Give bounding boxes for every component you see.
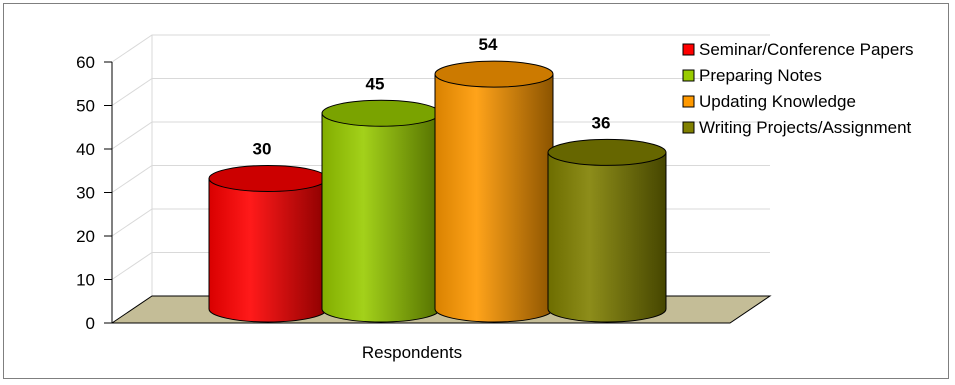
y-tick-label: 60 [76, 53, 95, 72]
bar-body [321, 112, 441, 323]
legend-swatch [682, 43, 695, 56]
y-tick-label: 10 [76, 271, 95, 290]
legend-label: Writing Projects/Assignment [699, 118, 912, 137]
legend: Seminar/Conference Papers Preparing Notes… [682, 40, 914, 137]
data-label: 54 [479, 35, 498, 54]
gridline [111, 34, 770, 63]
legend-item: Preparing Notes [682, 66, 822, 85]
legend-item: Updating Knowledge [682, 92, 856, 111]
bar-top [547, 138, 667, 166]
gridline [111, 78, 770, 106]
y-tick-label: 40 [76, 140, 95, 159]
bar-seminar-conference-papers [208, 165, 328, 323]
legend-item: Writing Projects/Assignment [682, 118, 912, 137]
bar-top [321, 99, 441, 127]
data-label: 45 [366, 74, 385, 93]
y-tick-label: 20 [76, 227, 95, 246]
y-tick-label: 0 [86, 314, 95, 333]
legend-label: Preparing Notes [699, 66, 822, 85]
data-label: 36 [592, 113, 611, 132]
legend-swatch [682, 69, 695, 82]
x-axis-label: Respondents [362, 343, 462, 362]
y-tick-label: 50 [76, 97, 95, 116]
legend-label: Updating Knowledge [699, 92, 856, 111]
bar-body [208, 178, 328, 323]
bar-writing-projects-assignment [547, 138, 667, 323]
legend-item: Seminar/Conference Papers [682, 40, 914, 59]
y-tick-labels: 0 10 20 30 40 50 60 [76, 53, 95, 333]
bar-body [547, 151, 667, 323]
bar-updating-knowledge [434, 60, 554, 323]
y-tick-label: 30 [76, 184, 95, 203]
bar-top [434, 60, 554, 88]
value-axis [104, 61, 113, 324]
bar-top [208, 165, 328, 192]
legend-swatch [682, 95, 695, 108]
legend-label: Seminar/Conference Papers [699, 40, 914, 59]
bar-body [434, 73, 554, 323]
data-label: 30 [253, 140, 272, 159]
bar-preparing-notes [321, 99, 441, 323]
gridline [111, 121, 770, 150]
legend-swatch [682, 121, 695, 134]
bars [208, 60, 667, 323]
data-labels: 30 45 54 36 [253, 35, 611, 158]
